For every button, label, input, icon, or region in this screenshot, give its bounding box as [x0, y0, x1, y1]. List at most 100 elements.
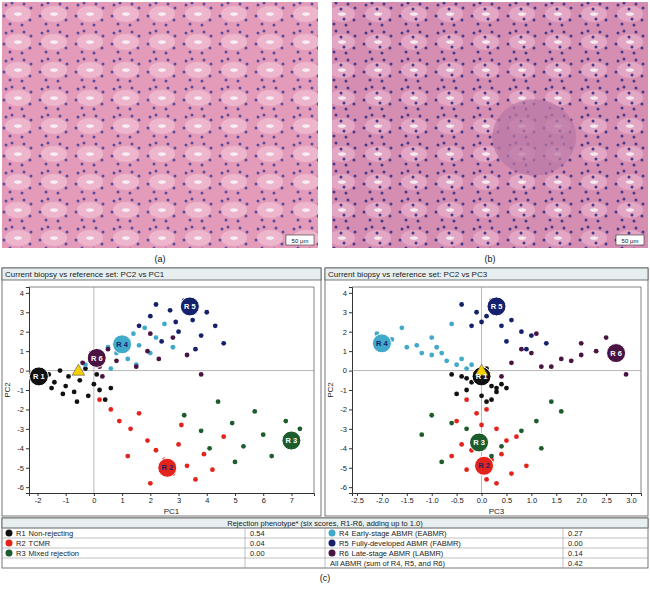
tick-mark	[26, 390, 29, 391]
row-dot	[6, 530, 13, 537]
point	[559, 357, 564, 362]
tick: -6	[17, 483, 29, 492]
tick-label: 4	[205, 496, 209, 505]
point	[106, 347, 111, 352]
point	[86, 393, 91, 398]
total-label: All ABMR (sum of R4, R5, and R6)	[330, 559, 446, 568]
centroid-label: R 1	[476, 372, 488, 381]
point	[63, 384, 68, 389]
tick-label: 2	[343, 328, 347, 337]
point	[134, 364, 139, 369]
point	[193, 347, 198, 352]
point	[534, 419, 539, 424]
series	[83, 322, 175, 371]
point	[494, 481, 499, 486]
tick: -1	[63, 493, 70, 505]
table-rule	[563, 528, 564, 568]
centroid-label: R 6	[91, 354, 103, 363]
centroid-label: R 5	[184, 302, 196, 311]
point	[604, 335, 609, 340]
centroid	[113, 335, 132, 354]
tick-label: 3.0	[626, 496, 636, 505]
point	[429, 353, 434, 358]
point	[529, 351, 534, 356]
point	[176, 442, 181, 447]
tick: 2	[149, 493, 153, 505]
tick: -2	[35, 493, 42, 505]
point	[148, 314, 153, 319]
point	[519, 347, 524, 352]
point	[509, 318, 514, 323]
tick-label: 0	[343, 366, 347, 375]
tick-label: 1.0	[527, 496, 537, 505]
point	[464, 376, 469, 381]
point	[539, 446, 544, 451]
point	[241, 444, 246, 449]
tick: -4	[340, 444, 352, 453]
point	[459, 302, 464, 307]
centroid	[607, 344, 626, 363]
centroid-label: R 4	[116, 340, 129, 349]
tick-mark	[26, 429, 29, 430]
tick-label: 2	[149, 496, 153, 505]
tick-label: -2.0	[376, 496, 389, 505]
centroid-label: R 6	[610, 349, 622, 358]
plot-frame	[29, 287, 314, 288]
tick: -4	[17, 444, 29, 453]
row-value: 0.54	[250, 529, 265, 538]
row-name: Mixed rejection	[29, 549, 79, 558]
tick-mark	[26, 312, 29, 313]
y-axis-title: PC2	[326, 382, 335, 398]
tick: -3	[340, 425, 352, 434]
tick-label: -3	[340, 425, 347, 434]
point	[544, 341, 549, 346]
tick: 0.0	[477, 493, 487, 505]
point	[579, 341, 584, 346]
series	[449, 397, 529, 485]
row-value: 0.14	[568, 549, 583, 558]
tick-label: -6	[340, 483, 347, 492]
point	[519, 428, 524, 433]
point	[162, 322, 167, 327]
tick-label: 5	[233, 496, 237, 505]
scale-bar-box	[616, 235, 644, 245]
point	[479, 423, 484, 428]
point	[221, 434, 226, 439]
axis: -2.5-2.0-1.5-1.0-0.50.00.51.01.52.02.53.…	[351, 493, 641, 505]
tick-mark	[26, 293, 29, 294]
point	[464, 426, 469, 431]
point	[159, 339, 164, 344]
point	[434, 345, 439, 350]
image-panel: 50 μm	[2, 2, 318, 248]
tick-label: -2	[35, 496, 42, 505]
row-label: R5Fully-developed ABMR (FABMR)	[339, 539, 461, 548]
point	[171, 335, 176, 340]
point	[142, 325, 147, 330]
point	[439, 460, 444, 465]
series	[182, 399, 302, 464]
point	[77, 378, 82, 383]
tick: 0	[20, 366, 29, 375]
point	[519, 329, 524, 334]
point	[108, 386, 113, 391]
point	[494, 426, 499, 431]
tick-label: 1	[20, 347, 24, 356]
tick: -2	[340, 405, 352, 414]
tick: 6	[262, 493, 266, 505]
row-value: 0.00	[250, 549, 265, 558]
point	[494, 386, 499, 391]
tick-label: -2.5	[351, 496, 364, 505]
point	[66, 374, 71, 379]
centroid-labels: R 1R 2R 3R 4R 5R 6	[376, 302, 622, 470]
point	[148, 331, 153, 336]
point	[154, 302, 159, 307]
tick-label: -3	[17, 425, 24, 434]
point	[539, 364, 544, 369]
tick-label: 3	[177, 496, 181, 505]
point	[549, 399, 554, 404]
centroid-label: R 5	[491, 302, 503, 311]
point	[504, 339, 509, 344]
tick: 7	[290, 493, 294, 505]
point	[399, 325, 404, 330]
plot-frame	[641, 287, 642, 493]
